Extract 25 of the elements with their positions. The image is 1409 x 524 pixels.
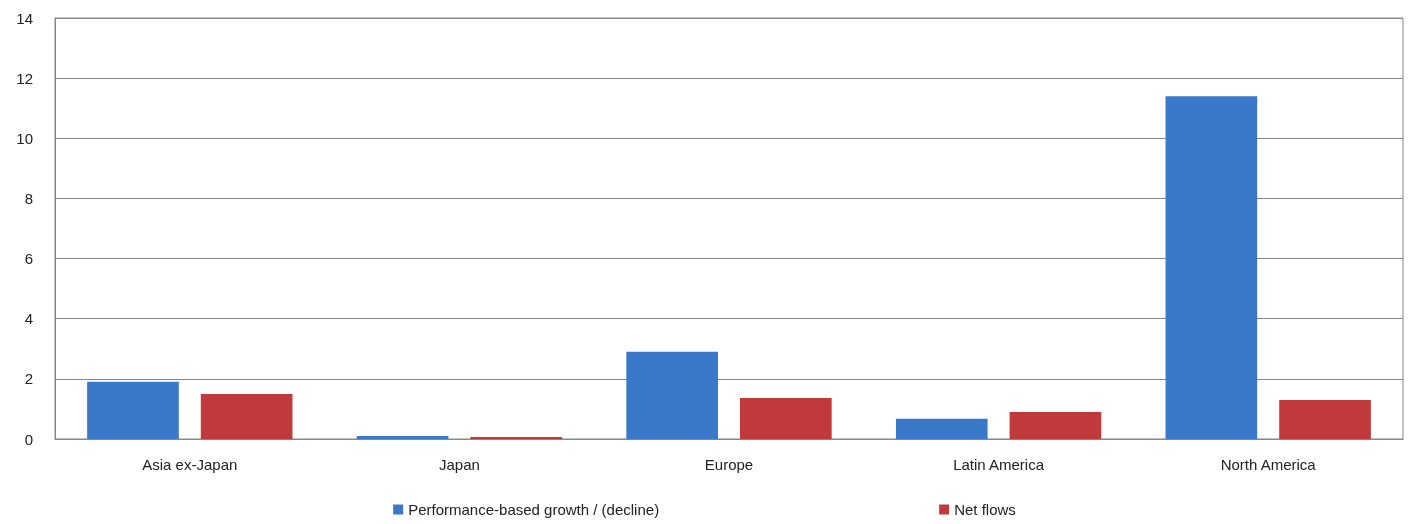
bar (740, 398, 832, 439)
y-tick-label: 14 (16, 9, 33, 27)
bar (200, 393, 293, 439)
legend-label: Net flows (954, 501, 1016, 518)
bar (626, 351, 718, 439)
x-tick-label: Latin America (953, 456, 1045, 473)
bar (1279, 399, 1371, 439)
y-tick-label: 8 (24, 189, 33, 207)
legend-label: Performance-based growth / (decline) (408, 501, 660, 518)
x-tick-label: Japan (438, 456, 480, 473)
bar (1009, 411, 1102, 439)
y-tick-label: 2 (24, 370, 33, 388)
x-tick-label: Asia ex-Japan (142, 456, 238, 473)
bar (87, 381, 179, 439)
y-tick-label: 6 (24, 250, 33, 268)
bar (356, 435, 449, 439)
x-tick-label: Europe (704, 456, 754, 473)
y-tick-label: 0 (24, 430, 33, 448)
bar (895, 418, 988, 439)
y-tick-label: 12 (16, 69, 33, 87)
y-tick-label: 10 (16, 129, 33, 147)
y-tick-label: 4 (24, 310, 33, 328)
x-tick-label: North America (1220, 456, 1317, 473)
bar (1165, 96, 1258, 439)
bar (470, 436, 563, 439)
